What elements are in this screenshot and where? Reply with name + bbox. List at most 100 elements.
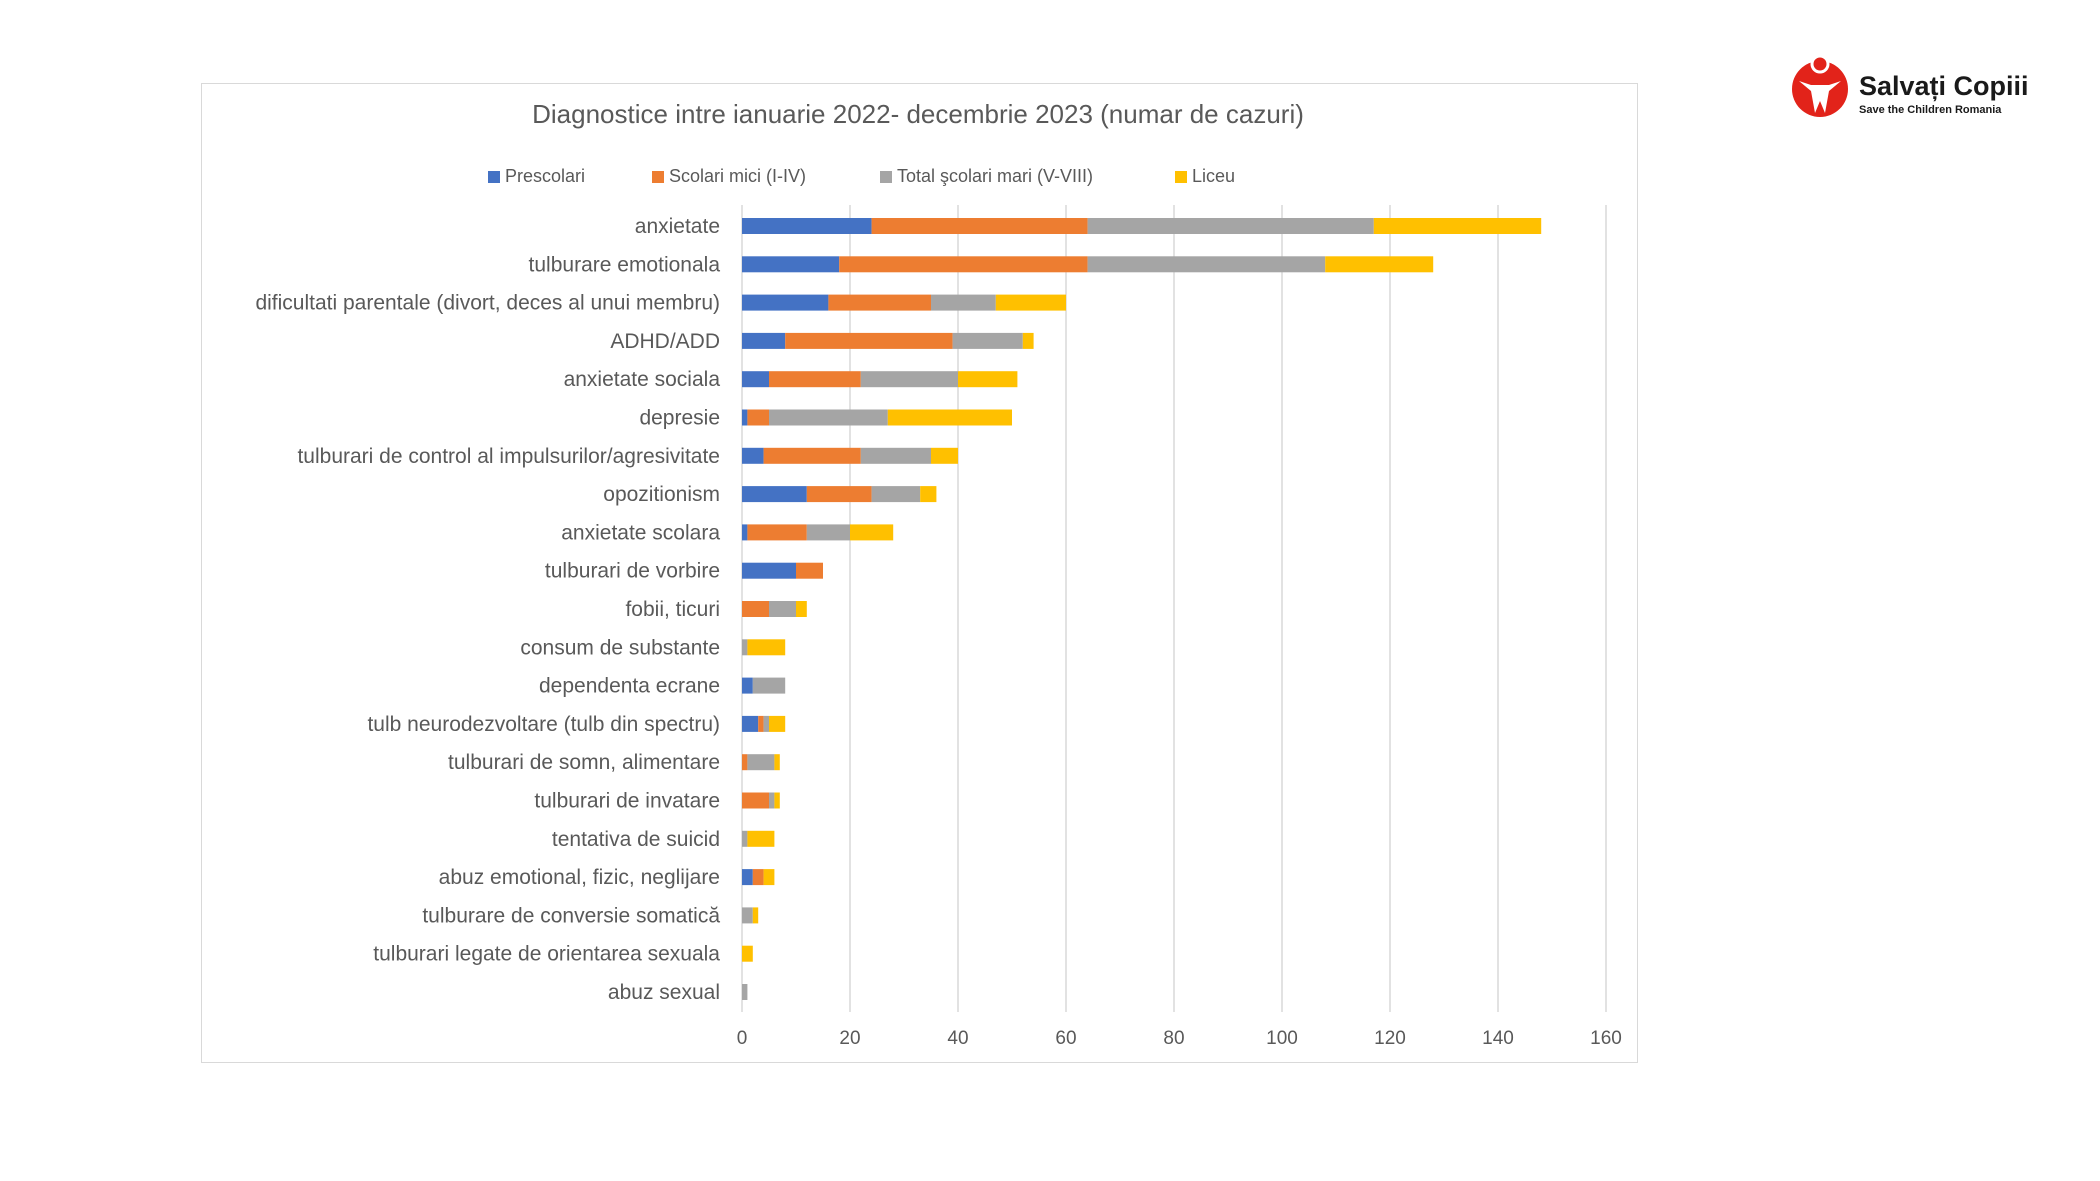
category-label: tulburari legate de orientarea sexuala [373, 943, 720, 966]
bar-segment [742, 984, 748, 1000]
category-label: ADHD/ADD [610, 330, 720, 353]
x-tick-label: 0 [737, 1028, 748, 1049]
bar-segment [769, 792, 775, 809]
bar-segment [742, 524, 748, 541]
bar-segment [742, 639, 748, 656]
bar-segment [1373, 218, 1542, 234]
bar-segment [742, 486, 807, 503]
legend-label: Liceu [1192, 166, 1235, 186]
x-tick-label: 20 [839, 1028, 860, 1049]
category-label: depresie [639, 407, 720, 430]
x-tick-label: 120 [1374, 1028, 1406, 1049]
bar-segment [742, 869, 753, 886]
bar-segment [758, 715, 764, 732]
x-tick-label: 60 [1055, 1028, 1076, 1049]
save-the-children-icon [1792, 55, 1848, 117]
bar-segment [1087, 256, 1326, 273]
bar-segment [742, 409, 748, 426]
bar-segment [860, 371, 958, 388]
bar-segment [769, 371, 861, 388]
bar-segment [769, 715, 786, 732]
bar-segment [931, 447, 958, 464]
bar-segment [958, 371, 1018, 388]
bar-segment [828, 294, 931, 311]
x-tick-label: 40 [947, 1028, 968, 1049]
category-label: abuz emotional, fizic, neglijare [439, 866, 720, 889]
bar-segment [860, 447, 931, 464]
legend-swatch [488, 171, 500, 183]
bar-segment [952, 332, 1023, 349]
bar-segment [763, 715, 769, 732]
bar-segment [763, 869, 775, 886]
bar-segment [763, 447, 861, 464]
logo-name: Salvați Copiii [1859, 71, 2029, 101]
bar-segment [742, 830, 748, 847]
chart-title: Diagnostice intre ianuarie 2022- decembr… [532, 99, 1304, 129]
bar-segment [796, 601, 807, 617]
legend-swatch [1175, 171, 1187, 183]
logo: Salvați Copiii Save the Children Romania [1789, 55, 2029, 125]
x-tick-label: 140 [1482, 1028, 1514, 1049]
category-label: consum de substante [520, 636, 720, 659]
category-label: anxietate scolara [561, 521, 720, 544]
bar-segment [742, 907, 753, 924]
bar-segment [796, 562, 823, 579]
category-label: tulburare de conversie somatică [422, 904, 720, 927]
bar-segment [747, 639, 786, 656]
x-tick-label: 160 [1590, 1028, 1622, 1049]
bar-segment [742, 715, 759, 732]
bar-segment [1325, 256, 1434, 273]
bar-segment [742, 754, 748, 771]
bar-segment [742, 371, 769, 388]
logo-subtitle: Save the Children Romania [1859, 104, 2002, 116]
bar-segment [871, 486, 921, 503]
bar-segment [742, 792, 769, 809]
bar-segment [752, 677, 786, 694]
bar-segment [920, 486, 937, 503]
legend-label: Prescolari [505, 166, 585, 186]
bar-segment [995, 294, 1066, 311]
legend-label: Total şcolari mari (V-VIII) [897, 166, 1093, 186]
bar-segment [742, 256, 840, 273]
x-tick-label: 100 [1266, 1028, 1298, 1049]
bar-segment [742, 218, 872, 234]
bar-segment [742, 677, 753, 694]
legend-swatch [652, 171, 664, 183]
category-label: tulburari de somn, alimentare [448, 751, 720, 774]
bar-segment [850, 524, 894, 541]
bar-segment [747, 830, 775, 847]
bar-segment [774, 754, 780, 771]
bar-segment [806, 486, 872, 503]
category-label: dificultati parentale (divort, deces al … [255, 292, 720, 315]
bar-segment [752, 907, 759, 924]
bar-segment [769, 601, 796, 617]
bar-segment [931, 294, 996, 311]
category-label: tulburari de control al impulsurilor/agr… [297, 445, 720, 468]
bar-segment [747, 409, 769, 426]
bar-segment [1022, 332, 1034, 349]
legend-swatch [880, 171, 892, 183]
category-label: tulburari de vorbire [545, 560, 720, 583]
category-label: tulburari de invatare [534, 790, 720, 813]
legend-label: Scolari mici (I-IV) [669, 166, 806, 186]
bar-segment [747, 754, 775, 771]
category-label: tulb neurodezvoltare (tulb din spectru) [367, 713, 720, 736]
bar-segment [839, 256, 1088, 273]
chart-area [201, 83, 1638, 1063]
x-tick-label: 80 [1163, 1028, 1184, 1049]
category-label: abuz sexual [608, 981, 720, 1004]
bar-segment [742, 945, 753, 962]
bar-segment [742, 294, 829, 311]
category-label: tulburare emotionala [529, 253, 721, 276]
bar-segment [752, 869, 764, 886]
category-label: anxietate [635, 215, 720, 238]
bar-segment [1087, 218, 1374, 234]
category-label: opozitionism [603, 483, 720, 506]
bar-segment [785, 332, 953, 349]
bar-segment [742, 447, 764, 464]
bar-segment [742, 601, 769, 617]
bar-segment [887, 409, 1012, 426]
bar-segment [747, 524, 807, 541]
bar-segment [769, 409, 888, 426]
